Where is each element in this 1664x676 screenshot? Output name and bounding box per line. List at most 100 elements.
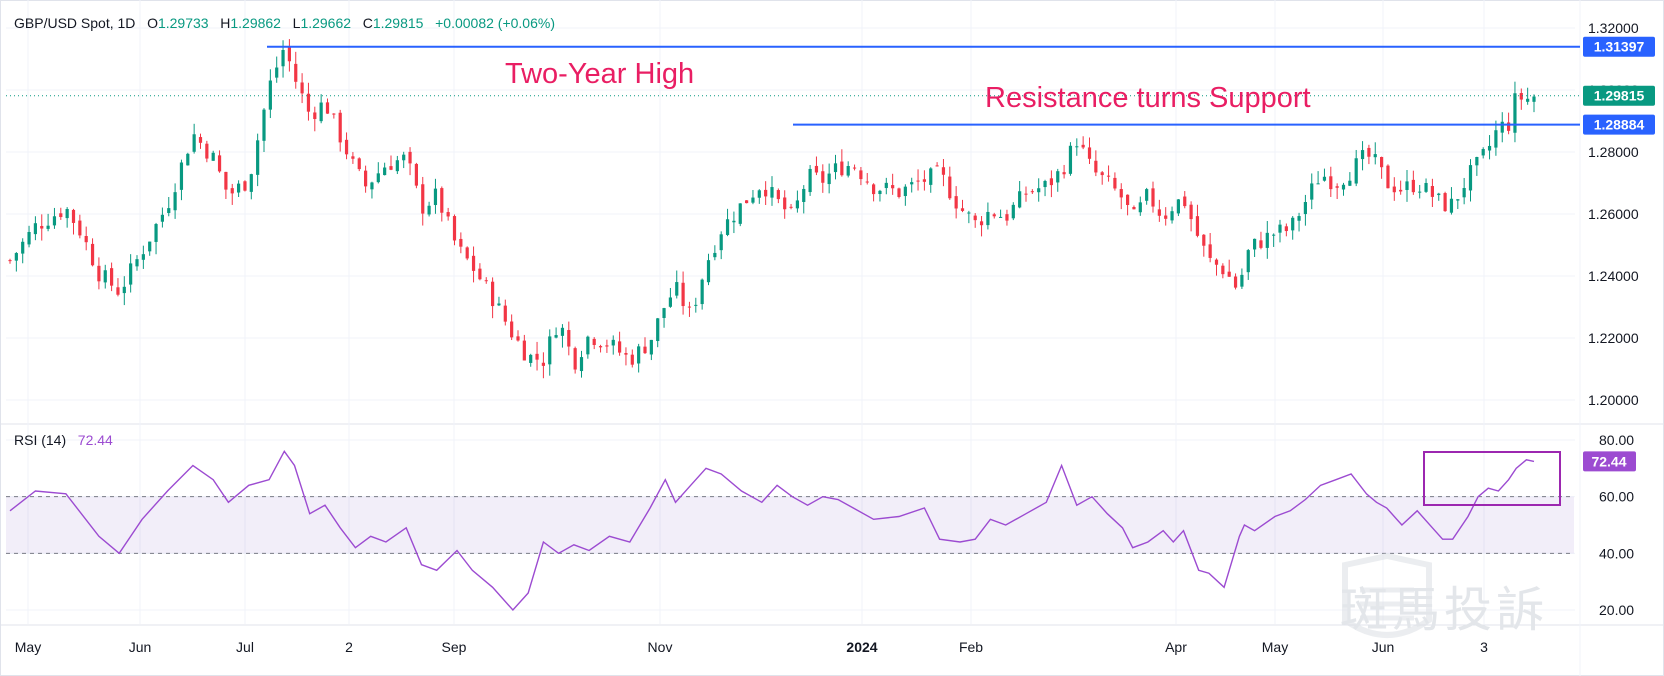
line-price-tag-bg: [1583, 36, 1655, 57]
candle-body: [510, 321, 514, 338]
candle-body: [1265, 232, 1269, 248]
candle-body: [1214, 259, 1219, 265]
high-label: H: [220, 15, 231, 31]
candle-body: [97, 265, 101, 282]
candle-body: [395, 160, 399, 172]
candle-body: [344, 139, 349, 155]
candle-body: [389, 166, 393, 170]
line-price-tag: 1.31397: [1594, 39, 1645, 55]
candle-body: [148, 241, 152, 252]
candle-body: [1373, 154, 1377, 158]
rsi-value-tag-bg: [1583, 451, 1636, 472]
candle-body: [90, 243, 95, 266]
time-tick-label: Jun: [1372, 639, 1395, 655]
candle-body: [1272, 234, 1276, 236]
price-tick-label: 1.26000: [1588, 206, 1639, 222]
candle-body: [21, 241, 25, 254]
candle-body: [649, 339, 653, 355]
candle-body: [1151, 188, 1155, 207]
candle-body: [637, 346, 641, 364]
candle-body: [808, 168, 812, 193]
candle-body: [484, 280, 488, 282]
candle-body: [656, 318, 660, 342]
candle-body: [275, 67, 279, 78]
candle-body: [878, 190, 882, 195]
candle-body: [332, 113, 336, 115]
symbol-title: GBP/USD Spot, 1D: [14, 15, 136, 31]
candle-body: [65, 208, 69, 219]
candle-body: [745, 200, 749, 204]
candle-body: [452, 216, 457, 241]
candle-body: [1500, 121, 1504, 133]
candle-body: [408, 151, 412, 164]
candle-body: [268, 80, 272, 110]
candle-body: [897, 188, 901, 197]
candle-body: [1481, 149, 1485, 156]
candle-body: [541, 362, 545, 366]
candle-body: [1399, 189, 1403, 192]
candle-body: [1443, 193, 1447, 212]
candle-body: [922, 179, 926, 182]
price-axis[interactable]: 1.320001.300001.280001.260001.240001.220…: [1588, 20, 1639, 408]
time-tick-label: Feb: [959, 639, 983, 655]
rsi-legend: RSI (14) 72.44: [14, 432, 113, 448]
rsi-band-fill: [6, 496, 1574, 554]
candle-body: [713, 252, 717, 258]
candle-body: [764, 189, 768, 197]
candle-body: [1487, 145, 1492, 151]
candle-body: [1087, 147, 1092, 159]
horizontal-lines[interactable]: [6, 45, 1580, 126]
candle-body: [668, 297, 672, 307]
candle-body: [249, 174, 253, 192]
candle-body: [548, 336, 552, 365]
candle-body: [795, 200, 799, 209]
candle-body: [198, 137, 203, 143]
candle-body: [1253, 238, 1257, 250]
candle-body: [770, 187, 774, 198]
candle-body: [1138, 202, 1142, 213]
candle-body: [319, 102, 323, 122]
candle-body: [1233, 276, 1238, 288]
candle-body: [516, 336, 520, 341]
candle-body: [579, 357, 584, 372]
candle-body: [1316, 183, 1320, 185]
candle-body: [300, 82, 304, 94]
candle-body: [471, 255, 476, 271]
candle-body: [903, 186, 907, 197]
candle-body: [1049, 178, 1053, 186]
candle-body: [1475, 157, 1479, 166]
candle-body: [1005, 214, 1009, 221]
candle-body: [598, 346, 603, 348]
candle-body: [497, 303, 501, 306]
candle-body: [1240, 274, 1244, 287]
candle-body: [1132, 207, 1136, 210]
candle-body: [1221, 265, 1225, 275]
last-price-tag-bg: [1583, 85, 1655, 106]
rsi-tick-label: 20.00: [1599, 602, 1634, 618]
candle-body: [891, 185, 895, 189]
time-tick-label: May: [1262, 639, 1288, 655]
last-price-tag: 1.29815: [1594, 88, 1645, 104]
rsi-axis[interactable]: 80.00 60.00 40.00 20.00: [1599, 432, 1634, 618]
candle-body: [59, 213, 63, 218]
candle-body: [986, 211, 990, 226]
candle-body: [846, 166, 850, 176]
candle-body: [1075, 146, 1079, 148]
candle-body: [192, 134, 196, 152]
candle-body: [1430, 186, 1434, 197]
candle-body: [1380, 157, 1384, 168]
candle-body: [357, 158, 361, 170]
candle-body: [1310, 183, 1314, 200]
candle-body: [376, 173, 380, 183]
candle-body: [1068, 145, 1073, 174]
candle-body: [402, 154, 406, 161]
candle-body: [173, 192, 177, 211]
open-label: O: [147, 15, 158, 31]
time-tick-label: 2: [345, 639, 353, 655]
candle-body: [802, 188, 806, 202]
time-axis[interactable]: May Jun Jul 2 Sep Nov 2024 Feb Apr May Jun 3: [15, 639, 1488, 655]
candle-body: [427, 205, 431, 215]
candle-body: [1056, 171, 1060, 183]
annotation-two-year-high: Two-Year High: [505, 58, 695, 90]
